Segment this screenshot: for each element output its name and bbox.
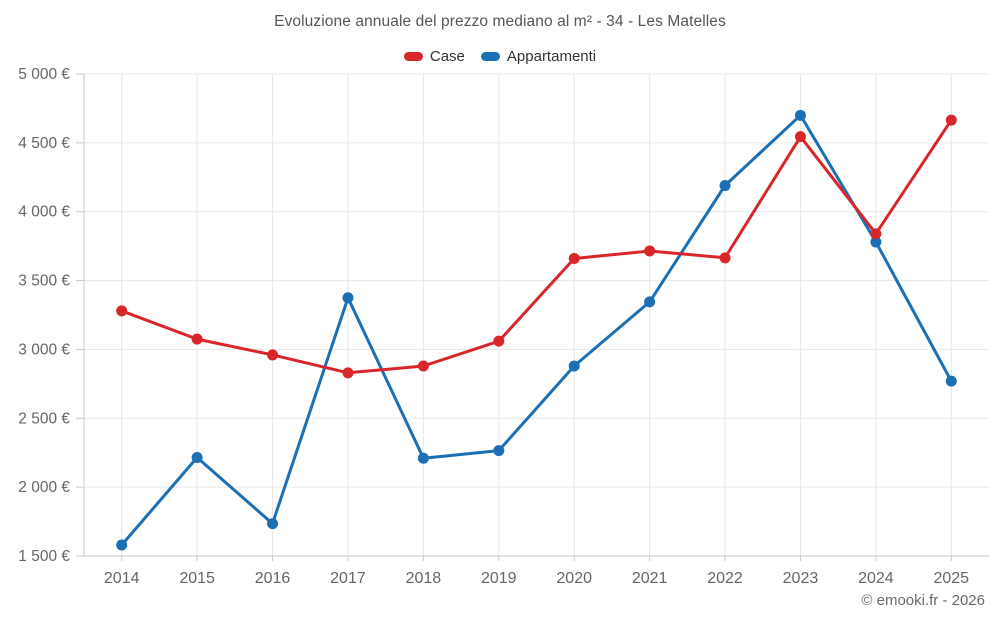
legend: Case Appartamenti	[0, 46, 1000, 66]
chart-title: Evoluzione annuale del prezzo mediano al…	[274, 13, 726, 30]
point-appartamenti-2016[interactable]	[267, 518, 279, 530]
x-tick-label-2014: 2014	[104, 570, 140, 587]
point-case-2021[interactable]	[644, 245, 656, 257]
y-tick-label-3000: 3 000 €	[18, 341, 70, 358]
legend-label: Case	[429, 47, 465, 65]
point-case-2015[interactable]	[191, 333, 203, 345]
x-tick-label-2016: 2016	[255, 570, 291, 587]
x-tick-label-2021: 2021	[632, 570, 668, 587]
y-tick-label-1500: 1 500 €	[18, 548, 70, 565]
point-appartamenti-2023[interactable]	[794, 109, 806, 121]
x-tick-label-2018: 2018	[406, 570, 442, 587]
point-case-2016[interactable]	[267, 349, 279, 361]
x-tick-label-2023: 2023	[783, 570, 819, 587]
point-appartamenti-2015[interactable]	[191, 452, 203, 464]
legend-swatch-appartamenti	[480, 51, 500, 61]
point-case-2025[interactable]	[945, 114, 957, 126]
point-appartamenti-2018[interactable]	[417, 452, 429, 464]
point-case-2023[interactable]	[794, 131, 806, 143]
x-tick-label-2020: 2020	[556, 570, 592, 587]
point-appartamenti-2017[interactable]	[342, 292, 354, 304]
point-case-2014[interactable]	[116, 305, 128, 317]
y-tick-label-2500: 2 500 €	[18, 410, 70, 427]
legend-item-appartamenti[interactable]: Appartamenti	[480, 47, 597, 65]
point-case-2020[interactable]	[568, 253, 580, 265]
point-case-2017[interactable]	[342, 367, 354, 379]
legend-item-case[interactable]: Case	[403, 47, 465, 65]
series-line-case[interactable]	[120, 118, 953, 375]
y-tick-label-2000: 2 000 €	[18, 479, 70, 496]
point-case-2019[interactable]	[493, 335, 505, 347]
point-appartamenti-2020[interactable]	[568, 360, 580, 372]
point-case-2022[interactable]	[719, 252, 731, 264]
point-appartamenti-2022[interactable]	[719, 180, 731, 192]
legend-label: Appartamenti	[506, 47, 597, 65]
point-appartamenti-2025[interactable]	[945, 375, 957, 387]
copyright: © emooki.fr - 2026	[861, 592, 985, 609]
point-case-2018[interactable]	[417, 360, 429, 372]
x-tick-label-2015: 2015	[179, 570, 215, 587]
x-tick-label-2025: 2025	[933, 570, 969, 587]
point-appartamenti-2014[interactable]	[116, 539, 128, 551]
point-appartamenti-2024[interactable]	[870, 236, 882, 248]
y-tick-label-4500: 4 500 €	[18, 135, 70, 152]
y-tick-label-3500: 3 500 €	[18, 273, 70, 290]
point-appartamenti-2021[interactable]	[644, 296, 656, 308]
point-appartamenti-2019[interactable]	[493, 445, 505, 457]
y-tick-label-4000: 4 000 €	[18, 204, 70, 221]
legend-swatch-case	[403, 51, 423, 61]
x-tick-label-2022: 2022	[707, 570, 743, 587]
y-tick-label-5000: 5 000 €	[18, 66, 70, 83]
x-tick-label-2017: 2017	[330, 570, 366, 587]
series-line-appartamenti[interactable]	[120, 113, 953, 547]
x-tick-label-2024: 2024	[858, 570, 894, 587]
x-tick-label-2019: 2019	[481, 570, 517, 587]
point-case-2024[interactable]	[870, 228, 882, 240]
